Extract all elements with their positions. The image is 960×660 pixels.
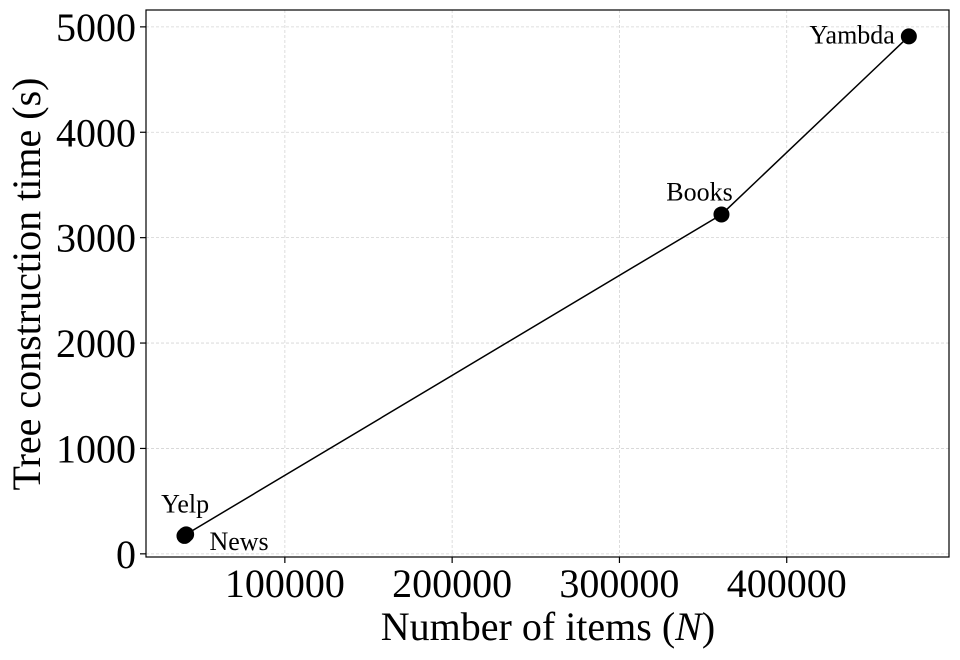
y-tick-label: 3000 xyxy=(56,216,136,261)
y-tick-label: 0 xyxy=(116,532,136,577)
series xyxy=(176,28,917,544)
point-annotation: Books xyxy=(666,177,732,206)
x-tick-label: 400000 xyxy=(727,561,847,606)
y-tick-label: 5000 xyxy=(56,5,136,50)
axis-ticks: 100000 200000 300000 400000 0 1000 2000 3000 400… xyxy=(56,5,847,606)
y-tick-label: 1000 xyxy=(56,426,136,471)
series-line xyxy=(183,35,910,537)
x-tick-label: 200000 xyxy=(392,561,512,606)
grid xyxy=(146,10,949,557)
point-annotation: Yambda xyxy=(809,20,895,49)
data-point xyxy=(900,28,917,45)
y-tick-label: 2000 xyxy=(56,321,136,366)
x-axis-label: Number of items (N) xyxy=(381,604,715,649)
y-tick-label: 4000 xyxy=(56,110,136,155)
x-tick-label: 300000 xyxy=(559,561,679,606)
y-axis-label: Tree construction time (s) xyxy=(4,78,49,491)
data-point xyxy=(713,206,730,223)
x-tick-label: 100000 xyxy=(225,561,345,606)
point-annotation: Yelp xyxy=(161,489,209,518)
point-annotation: News xyxy=(209,527,268,556)
data-point xyxy=(178,526,195,543)
plot-frame xyxy=(145,9,950,558)
